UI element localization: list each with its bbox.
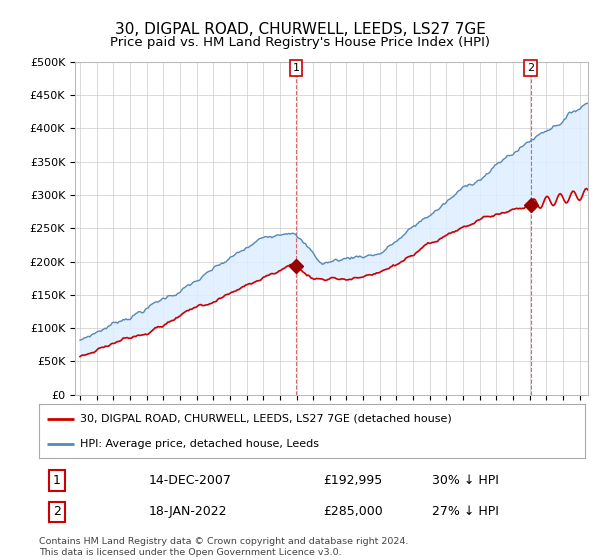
Text: £285,000: £285,000 bbox=[323, 505, 383, 519]
Text: Price paid vs. HM Land Registry's House Price Index (HPI): Price paid vs. HM Land Registry's House … bbox=[110, 36, 490, 49]
Text: 30, DIGPAL ROAD, CHURWELL, LEEDS, LS27 7GE (detached house): 30, DIGPAL ROAD, CHURWELL, LEEDS, LS27 7… bbox=[80, 414, 452, 424]
Text: 2: 2 bbox=[53, 505, 61, 519]
Text: £192,995: £192,995 bbox=[323, 474, 382, 487]
Text: Contains HM Land Registry data © Crown copyright and database right 2024.
This d: Contains HM Land Registry data © Crown c… bbox=[39, 537, 409, 557]
Text: 30% ↓ HPI: 30% ↓ HPI bbox=[432, 474, 499, 487]
Text: 18-JAN-2022: 18-JAN-2022 bbox=[148, 505, 227, 519]
Text: 2: 2 bbox=[527, 63, 534, 73]
Text: 27% ↓ HPI: 27% ↓ HPI bbox=[432, 505, 499, 519]
Text: 14-DEC-2007: 14-DEC-2007 bbox=[148, 474, 231, 487]
Text: HPI: Average price, detached house, Leeds: HPI: Average price, detached house, Leed… bbox=[80, 439, 319, 449]
Text: 1: 1 bbox=[292, 63, 299, 73]
Text: 30, DIGPAL ROAD, CHURWELL, LEEDS, LS27 7GE: 30, DIGPAL ROAD, CHURWELL, LEEDS, LS27 7… bbox=[115, 22, 485, 38]
Text: 1: 1 bbox=[53, 474, 61, 487]
